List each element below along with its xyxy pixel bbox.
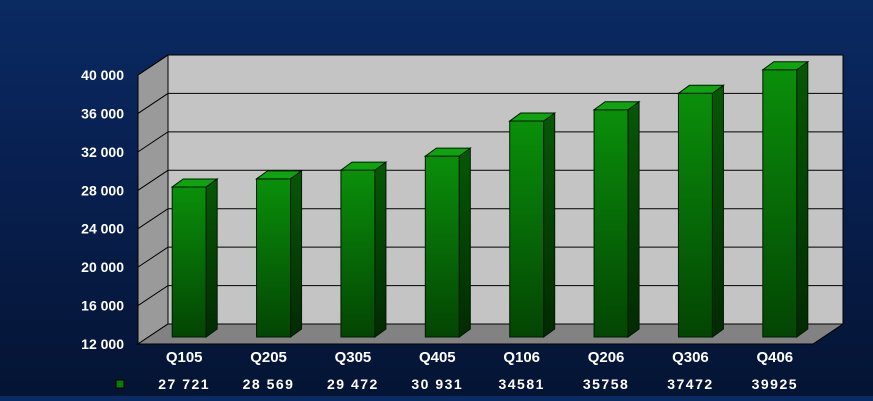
data-table-value: 34581 [498,376,544,392]
data-table-value: 35758 [583,376,629,392]
bar-top-face [508,112,557,122]
data-table-value: 29 472 [327,376,379,392]
bar-top-face [255,170,304,180]
bar-side-face [374,161,387,338]
bar-top-face [761,61,810,71]
data-table-row: 27 721 28 569 29 472 30 931 34581 35758 37472 3… [115,376,798,392]
bar-side-face [796,60,809,338]
bar-top-face [170,178,219,188]
floor-panel [136,323,845,345]
bar-top-face [592,101,641,111]
bar-Q405 [423,147,472,338]
x-tick-label: Q306 [672,349,709,366]
bar-side-face [711,84,724,338]
bar-Q106 [508,112,557,338]
bar-front-face [593,109,629,338]
gridline [137,54,843,76]
data-table-value: 28 569 [243,376,295,392]
x-tick-label: Q305 [335,349,372,366]
y-tick-label: 32 000 [81,144,124,160]
y-tick-label: 12 000 [81,336,124,352]
bar-top-face [339,161,388,171]
x-tick-label: Q105 [166,349,203,366]
y-tick-label: 40 000 [81,67,124,83]
bar-Q306 [676,84,725,338]
bar-front-face [340,169,376,338]
bar-side-face [290,169,303,338]
bar-front-face [677,92,713,338]
y-axis-tick-labels: 12 000 16 000 20 000 24 000 28 000 32 000 36 0… [81,67,124,352]
bar-front-face [762,69,798,338]
bar-Q406 [761,60,810,338]
data-table-value: 30 931 [411,376,463,392]
plot-back-wall [137,54,844,345]
y-tick-label: 28 000 [81,182,124,198]
plot-floor [136,323,845,345]
data-table-value: 39925 [752,376,798,392]
bar-Q305 [339,161,388,338]
bar-series [170,60,810,338]
x-tick-label: Q106 [503,349,540,366]
bar-side-face [205,177,218,338]
bar-front-face [256,178,292,338]
bar-Q105 [170,177,219,338]
bar-top-face [676,84,725,94]
side-wall-panel [137,54,169,345]
x-tick-label: Q406 [756,349,793,366]
gridline [137,92,843,114]
bar-Q205 [255,169,304,338]
bar-front-face [509,120,545,338]
bar-side-face [543,112,556,338]
y-tick-label: 24 000 [81,221,124,237]
bar-top-face [423,147,472,157]
data-table-value: 27 721 [158,376,210,392]
x-tick-label: Q206 [588,349,625,366]
data-table-value: 37472 [667,376,713,392]
bar-side-face [627,100,640,338]
y-tick-label: 20 000 [81,259,124,275]
x-tick-label: Q205 [250,349,287,366]
y-tick-label: 16 000 [81,298,124,314]
legend-swatch [115,379,125,389]
y-tick-label: 36 000 [81,105,124,121]
bar-Q206 [592,100,641,338]
x-tick-label: Q405 [419,349,456,366]
bar-front-face [424,155,460,338]
x-axis-tick-labels: Q105 Q205 Q305 Q405 Q106 Q206 Q306 Q406 [166,349,793,366]
bar-side-face [458,147,471,338]
bar-front-face [171,186,207,338]
